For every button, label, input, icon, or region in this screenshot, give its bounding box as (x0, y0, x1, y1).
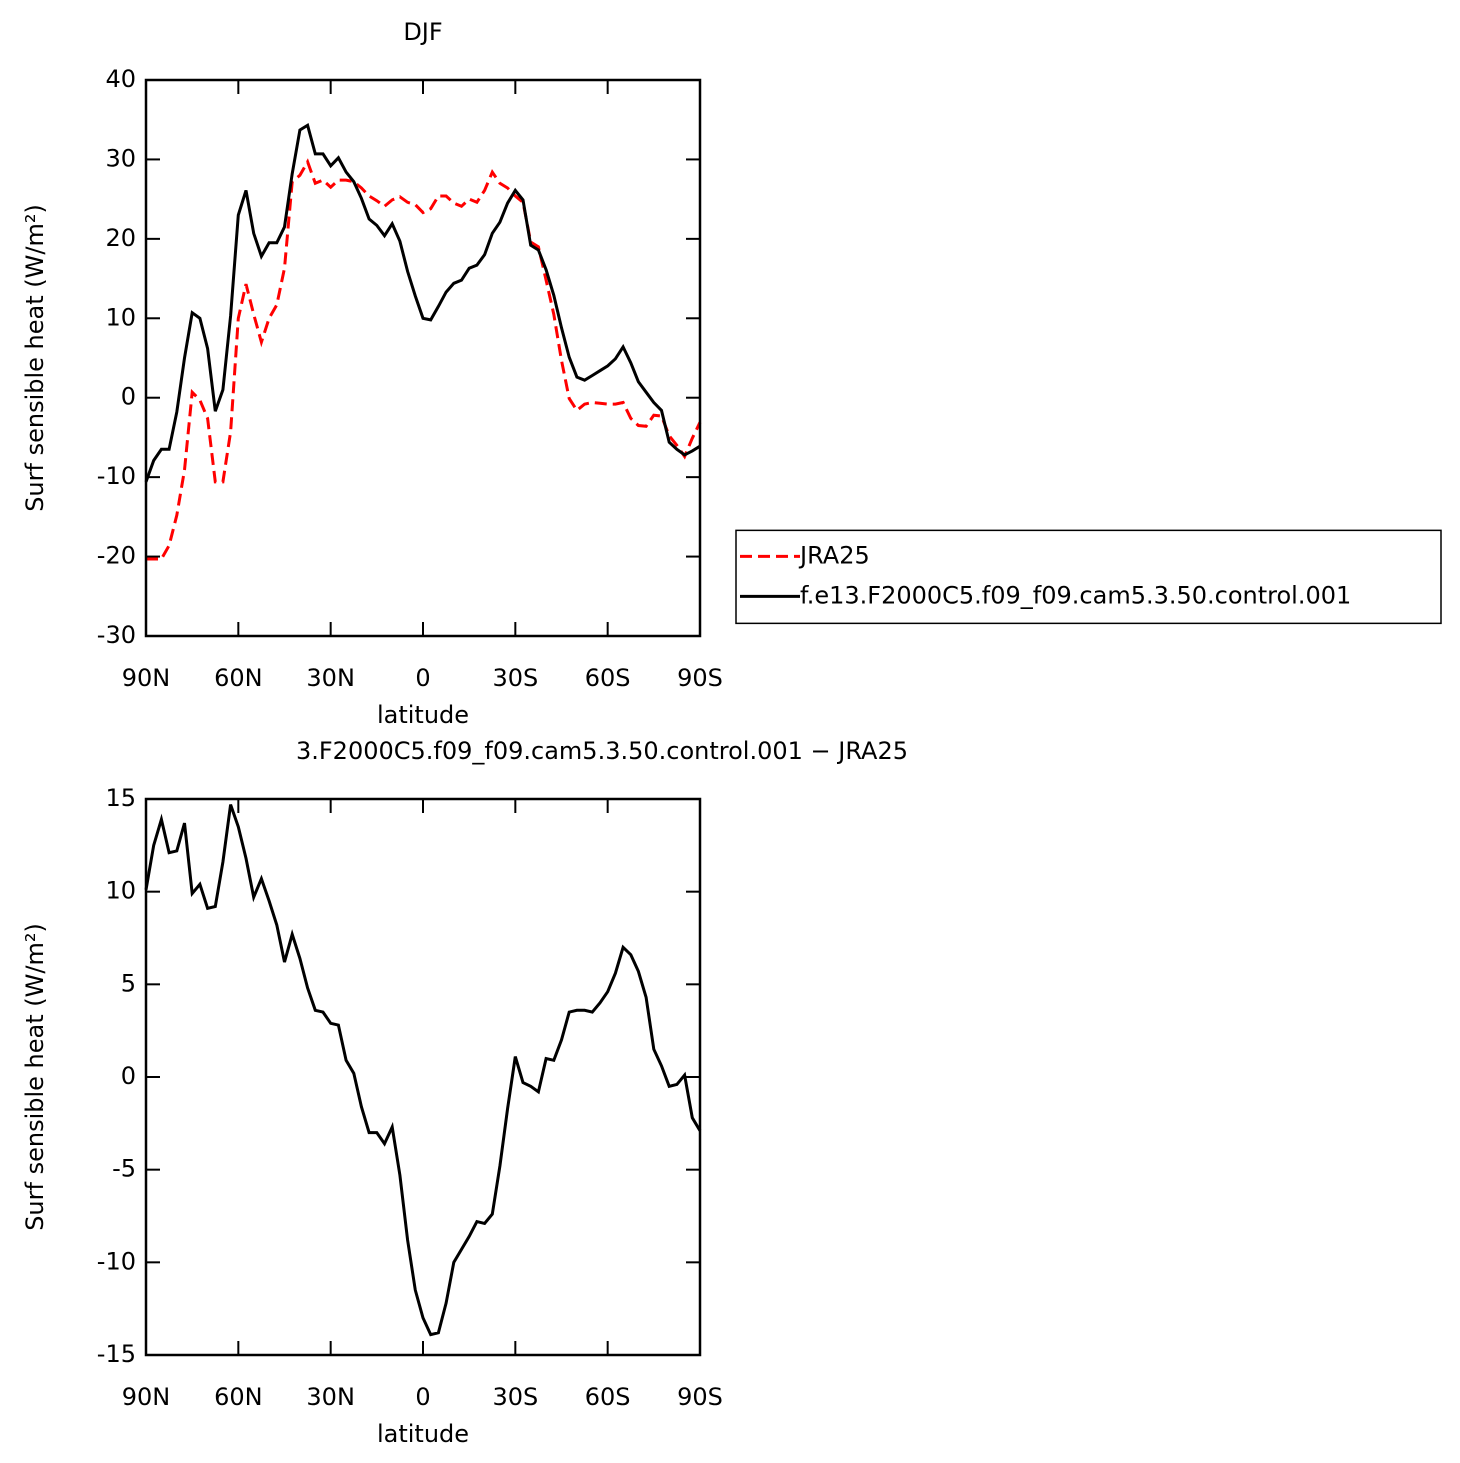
y-tick-label: 5 (121, 969, 136, 997)
y-tick-label: 0 (121, 383, 136, 411)
x-tick-label: 0 (415, 1383, 430, 1411)
x-tick-label: 90S (677, 664, 723, 692)
x-tick-label: 30N (306, 664, 355, 692)
y-tick-label: -5 (112, 1155, 136, 1183)
y-tick-label: 10 (105, 303, 136, 331)
y-tick-label: 20 (105, 224, 136, 252)
y-tick-label: 40 (105, 65, 136, 93)
chart-title: 3.F2000C5.f09_f09.cam5.3.50.control.001 … (296, 737, 908, 765)
legend-label: f.e13.F2000C5.f09_f09.cam5.3.50.control.… (800, 581, 1351, 609)
data-line (146, 158, 702, 561)
y-axis-label: Surf sensible heat (W/m²) (21, 204, 49, 512)
x-tick-label: 30S (492, 664, 538, 692)
x-tick-label: 0 (415, 664, 430, 692)
x-tick-label: 90S (677, 1383, 723, 1411)
legend-label: JRA25 (798, 541, 870, 569)
plot-frame (144, 797, 702, 1357)
x-tick-label: 60S (585, 1383, 631, 1411)
data-line (144, 122, 701, 483)
y-tick-label: 30 (105, 144, 136, 172)
x-tick-label: 60N (214, 1383, 263, 1411)
plot-frame (144, 78, 702, 638)
y-tick-label: -20 (97, 542, 136, 570)
x-axis-label: latitude (377, 701, 469, 729)
data-line (144, 804, 702, 1337)
y-tick-label: -15 (97, 1340, 136, 1368)
x-tick-label: 60S (585, 664, 631, 692)
y-tick-label: -30 (97, 621, 136, 649)
x-axis-label: latitude (377, 1420, 469, 1448)
y-tick-label: -10 (97, 1247, 136, 1275)
y-tick-label: -10 (97, 462, 136, 490)
y-axis-label: Surf sensible heat (W/m²) (21, 923, 49, 1231)
y-tick-label: 15 (105, 784, 136, 812)
chart-title: DJF (403, 18, 442, 46)
y-tick-label: 0 (121, 1062, 136, 1090)
x-tick-label: 90N (122, 1383, 171, 1411)
y-tick-label: 10 (105, 877, 136, 905)
x-tick-label: 30N (306, 1383, 355, 1411)
x-tick-label: 60N (214, 664, 263, 692)
x-tick-label: 30S (492, 1383, 538, 1411)
x-tick-label: 90N (122, 664, 171, 692)
legend-box (735, 529, 1442, 625)
